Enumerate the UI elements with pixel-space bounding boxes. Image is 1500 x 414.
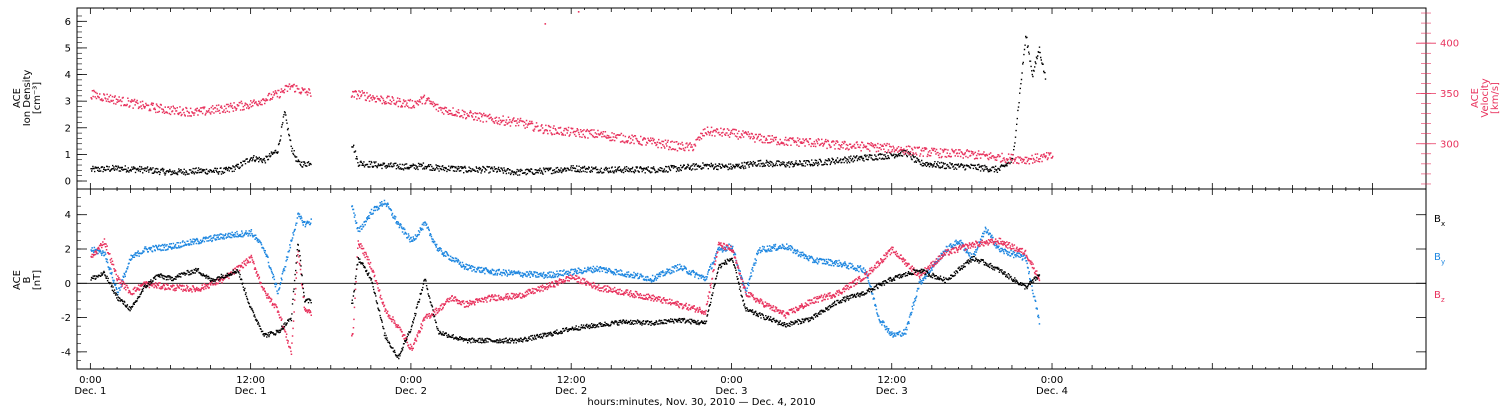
legend-subscript-by: y — [1441, 258, 1445, 266]
x-tick-label-time: 0:00 — [79, 375, 101, 386]
y-left-tick-label: 3 — [65, 97, 71, 108]
y-bottom-axis-label: B — [22, 276, 33, 283]
legend-label-bx: B — [1434, 214, 1441, 225]
y-left-tick-label: 6 — [65, 17, 71, 28]
y-bottom-tick-label: 0 — [65, 279, 71, 290]
x-tick-label-time: 0:00 — [1041, 375, 1063, 386]
y-bottom-tick-label: 4 — [65, 210, 71, 221]
y-left-tick-label: 4 — [65, 70, 71, 81]
series-velocity-points — [90, 83, 1054, 165]
legend-label-by: B — [1434, 252, 1441, 263]
x-tick-label-time: 12:00 — [557, 375, 586, 386]
y-bottom-tick-label: -2 — [61, 313, 71, 324]
x-tick-label-day: Dec. 1 — [235, 386, 267, 397]
legend-label-bz: B — [1434, 290, 1441, 301]
x-tick-label-day: Dec. 2 — [395, 386, 427, 397]
bottom-panel-frame — [76, 188, 1427, 370]
y-right-tick-label: 400 — [1440, 39, 1459, 50]
y-left-axis-label: Ion Density — [22, 70, 33, 127]
y-left-tick-label: 0 — [65, 177, 71, 188]
y-bottom-axis-label: [nT] — [32, 270, 43, 290]
legend-subscript-bx: x — [1441, 220, 1445, 228]
y-right-axis-label: Velocity — [1480, 78, 1491, 117]
series-bx-points — [90, 243, 1041, 360]
x-tick-label-day: Dec. 1 — [74, 386, 106, 397]
series-ion-density-points — [90, 35, 1047, 176]
series-bz-points — [90, 237, 1041, 355]
x-tick-label-day: Dec. 3 — [715, 386, 747, 397]
y-bottom-tick-label: -4 — [61, 347, 71, 358]
x-tick-label-time: 12:00 — [236, 375, 265, 386]
x-tick-label-time: 12:00 — [877, 375, 906, 386]
y-bottom-axis-label: ACE — [12, 270, 23, 290]
y-left-tick-label: 2 — [65, 123, 71, 134]
y-right-tick-label: 350 — [1440, 89, 1459, 100]
x-tick-label-time: 0:00 — [400, 375, 422, 386]
y-left-tick-label: 5 — [65, 43, 71, 54]
y-left-tick-label: 1 — [65, 150, 71, 161]
velocity-outlier-point — [544, 23, 547, 25]
x-axis-label: hours:minutes, Nov. 30, 2010 — Dec. 4, 2… — [587, 397, 815, 408]
y-right-axis-label: ACE — [1470, 88, 1481, 108]
velocity-outlier-point — [577, 11, 580, 13]
x-tick-label-day: Dec. 2 — [555, 386, 587, 397]
y-right-tick-label: 300 — [1440, 139, 1459, 150]
y-left-axis-label: [cm⁻³] — [32, 82, 43, 114]
y-bottom-tick-label: 2 — [65, 245, 71, 256]
x-tick-label-day: Dec. 3 — [876, 386, 908, 397]
y-right-axis-label: [km/s] — [1490, 82, 1500, 114]
x-tick-label-time: 0:00 — [720, 375, 742, 386]
x-tick-label-day: Dec. 4 — [1036, 386, 1068, 397]
y-left-axis-label: ACE — [12, 88, 23, 108]
legend-subscript-bz: z — [1441, 296, 1445, 304]
